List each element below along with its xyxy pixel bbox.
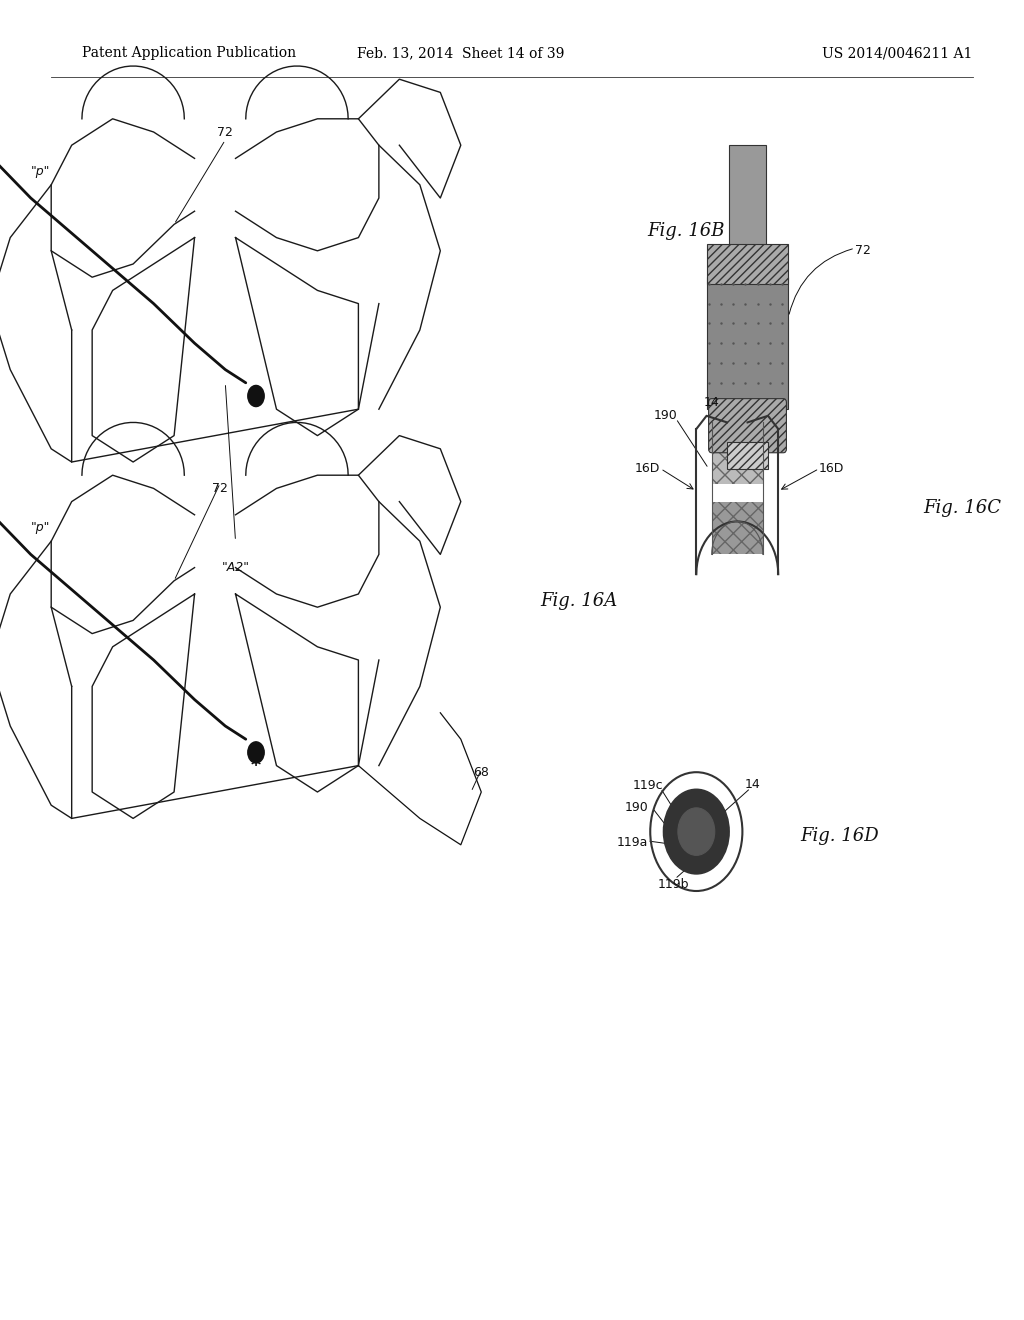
Text: 119c: 119c	[633, 779, 664, 792]
Text: 119a: 119a	[617, 836, 648, 849]
Bar	[729, 145, 766, 251]
Text: 72: 72	[217, 125, 233, 139]
Text: Patent Application Publication: Patent Application Publication	[82, 46, 296, 61]
Text: Fig. 16A: Fig. 16A	[540, 591, 617, 610]
Text: Fig. 16B: Fig. 16B	[647, 222, 725, 240]
Text: 16D: 16D	[635, 462, 659, 475]
Bar	[727, 442, 768, 469]
Circle shape	[248, 385, 264, 407]
Circle shape	[678, 808, 715, 855]
Bar	[707, 277, 788, 409]
Text: 14: 14	[703, 396, 720, 409]
Text: Feb. 13, 2014  Sheet 14 of 39: Feb. 13, 2014 Sheet 14 of 39	[357, 46, 564, 61]
FancyBboxPatch shape	[709, 399, 786, 453]
Text: *: *	[251, 756, 261, 775]
Bar	[707, 244, 788, 284]
Text: "A2": "A2"	[221, 561, 250, 574]
Text: 119b: 119b	[658, 878, 689, 891]
Text: 14: 14	[744, 777, 761, 791]
Text: 68: 68	[473, 766, 489, 779]
Bar	[712, 484, 763, 508]
Text: Fig. 16C: Fig. 16C	[924, 499, 1001, 517]
Circle shape	[664, 789, 729, 874]
Text: 190: 190	[653, 409, 678, 422]
Text: "p": "p"	[32, 521, 50, 535]
Text: Fig. 16D: Fig. 16D	[801, 826, 879, 845]
Text: "p": "p"	[32, 165, 50, 178]
Bar	[712, 502, 763, 554]
Circle shape	[248, 742, 264, 763]
Text: 72: 72	[212, 482, 228, 495]
Text: 190: 190	[625, 801, 649, 814]
Text: 16D: 16D	[819, 462, 844, 475]
Bar	[712, 422, 763, 488]
Text: 72: 72	[855, 244, 871, 257]
Text: US 2014/0046211 A1: US 2014/0046211 A1	[822, 46, 973, 61]
